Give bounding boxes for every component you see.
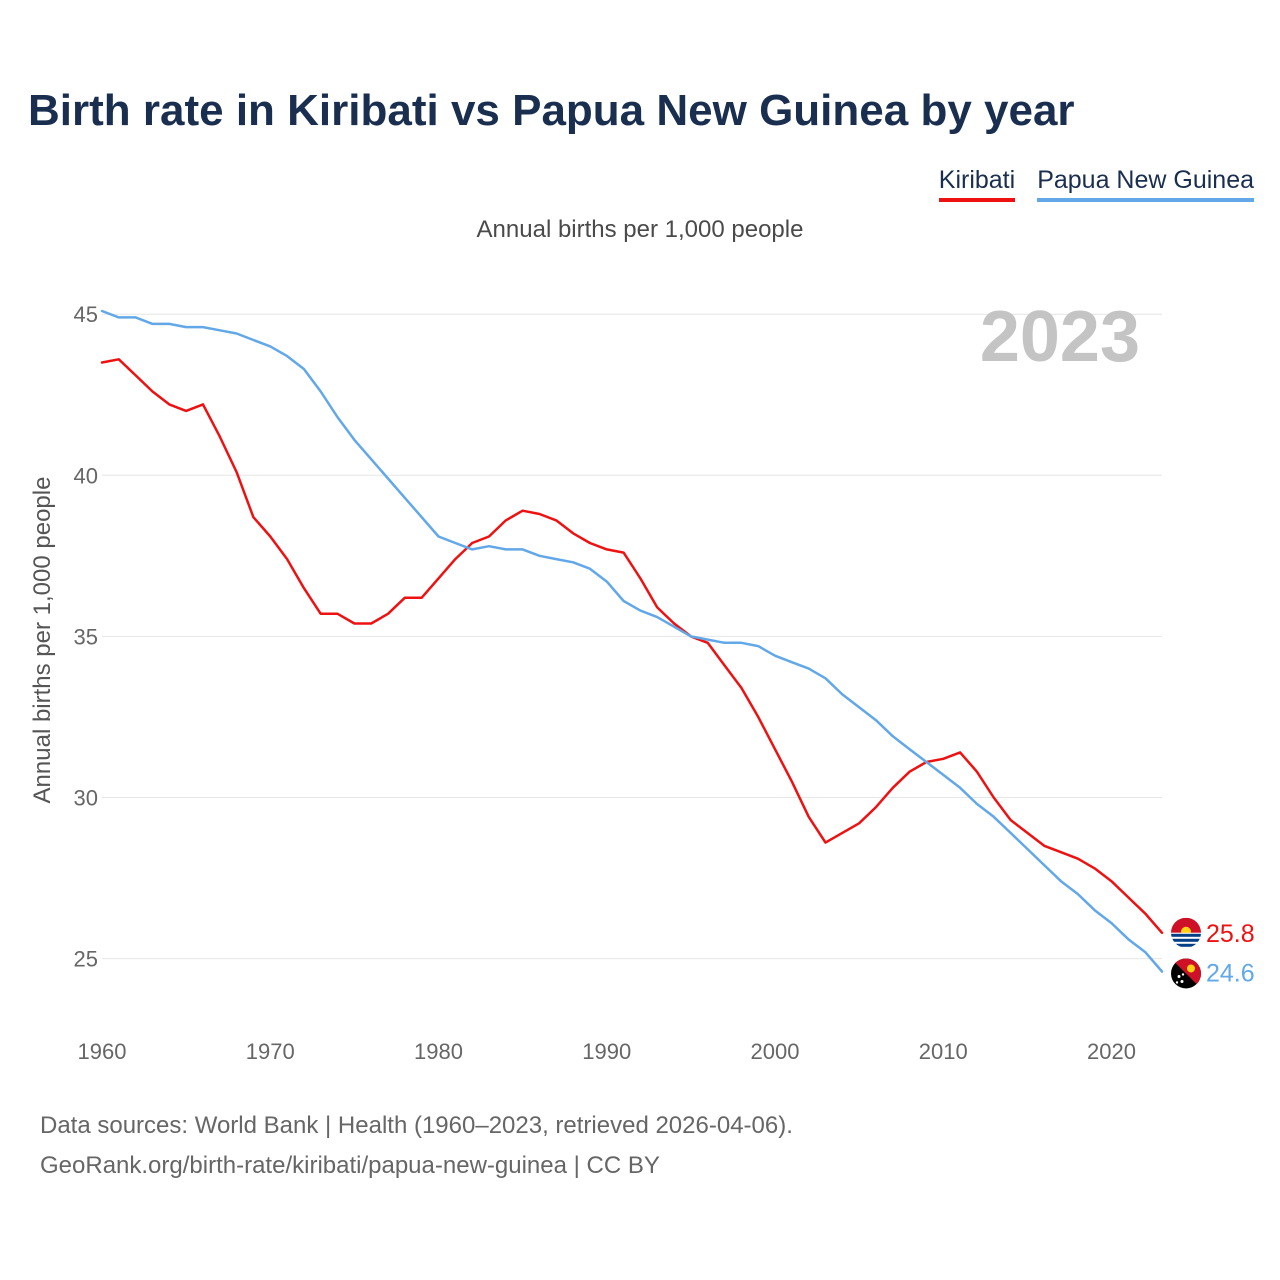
x-tick-label: 1980 [414,1039,463,1064]
papua-new-guinea-flag-icon [1171,958,1201,989]
x-tick-label: 1960 [78,1039,127,1064]
x-tick-label: 1970 [246,1039,295,1064]
year-label: 2023 [980,297,1140,377]
data-source: Data sources: World Bank | Health (1960–… [40,1106,793,1186]
legend-item-papua-new-guinea[interactable]: Papua New Guinea [1037,166,1254,202]
x-tick-label: 2020 [1087,1039,1136,1064]
x-axis-ticks: 1960 1970 1980 1990 2000 2010 2020 [78,1039,1136,1064]
grid [102,313,1162,960]
end-markers: 25.8 24.6 [1171,917,1255,989]
chart-subtitle: Annual births per 1,000 people [476,216,804,243]
kiribati-flag-icon [1171,917,1201,948]
legend-item-kiribati[interactable]: Kiribati [938,166,1016,202]
x-tick-label: 2000 [751,1039,800,1064]
y-tick-label: 25 [74,947,98,972]
y-tick-label: 40 [74,463,98,488]
legend: Kiribati Papua New Guinea [938,166,1254,202]
x-tick-label: 1990 [582,1039,631,1064]
series [100,309,1164,973]
x-tick-label: 2010 [919,1039,968,1064]
series-line-kiribati[interactable] [100,358,1164,935]
y-axis-label: Annual births per 1,000 people [29,477,56,804]
y-tick-label: 35 [74,624,98,649]
end-label-kiribati: 25.8 [1206,920,1255,948]
chart-title: Birth rate in Kiribati vs Papua New Guin… [28,86,1075,135]
y-tick-label: 30 [74,785,98,810]
line-chart: 2023 25 30 35 40 45 1960 1970 1980 1990 2000 2010… [29,297,1255,1064]
end-label-papua-new-guinea: 24.6 [1206,959,1255,987]
y-axis-ticks: 25 30 35 40 45 [74,302,98,971]
source-line-1: Data sources: World Bank | Health (1960–… [40,1112,793,1139]
series-line-papua-new-guinea[interactable] [100,309,1164,973]
source-line-2[interactable]: GeoRank.org/birth-rate/kiribati/papua-ne… [40,1152,660,1179]
y-tick-label: 45 [74,302,98,327]
